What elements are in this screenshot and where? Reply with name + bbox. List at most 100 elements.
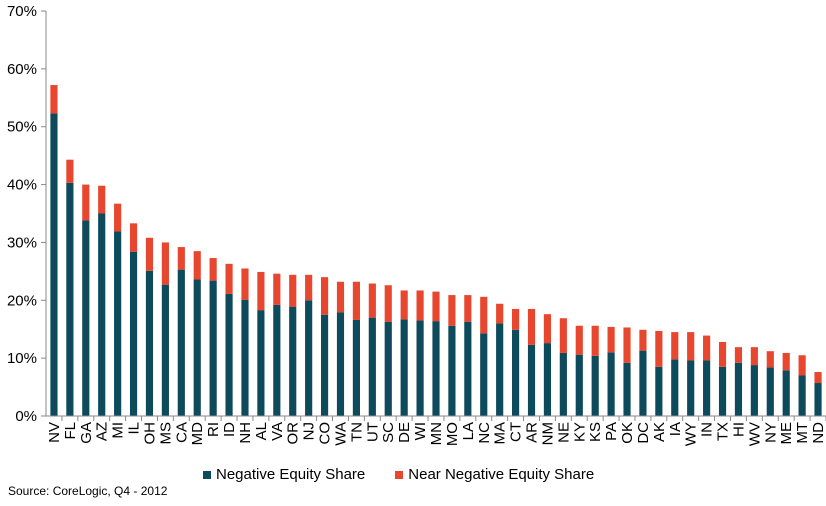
bar-near-negative-equity-hi	[734, 347, 743, 363]
x-tick-label-fl: FL	[62, 422, 79, 440]
bar-near-negative-equity-wy	[687, 332, 695, 361]
bar-negative-equity-wv	[750, 365, 758, 416]
x-tick-label-wy: WY	[683, 422, 700, 446]
bar-near-negative-equity-mo	[448, 295, 456, 326]
bar-negative-equity-tn	[352, 319, 360, 416]
bar-near-negative-equity-pa	[607, 326, 615, 353]
x-tick-label-mt: MT	[794, 422, 811, 444]
bar-near-negative-equity-ia	[671, 332, 679, 360]
bar-near-negative-equity-ct	[512, 308, 520, 330]
bar-near-negative-equity-oh	[145, 237, 154, 271]
bar-near-negative-equity-mt	[798, 355, 806, 376]
x-tick-label-wa: WA	[332, 422, 349, 446]
bar-negative-equity-dc	[639, 350, 647, 416]
x-tick-label-ma: MA	[492, 422, 509, 445]
bar-negative-equity-ct	[512, 329, 520, 416]
bar-near-negative-equity-ok	[623, 327, 631, 363]
bar-negative-equity-nj	[305, 300, 313, 416]
x-tick-label-nc: NC	[476, 422, 493, 444]
legend-label-near-negative-equity: Near Negative Equity Share	[408, 466, 595, 483]
bar-near-negative-equity-id	[225, 263, 233, 294]
x-tick-label-oh: OH	[141, 422, 158, 445]
x-tick-label-wi: WI	[412, 422, 429, 440]
bar-negative-equity-ga	[82, 220, 90, 416]
bar-near-negative-equity-ms	[161, 242, 169, 285]
bar-near-negative-equity-ky	[575, 325, 583, 355]
x-tick-label-ny: NY	[762, 422, 779, 443]
bar-negative-equity-id	[225, 293, 233, 416]
x-tick-label-de: DE	[396, 422, 413, 443]
legend-swatch-near-negative-equity	[395, 470, 404, 479]
x-tick-label-va: VA	[269, 422, 286, 441]
x-tick-label-ok: OK	[619, 422, 636, 444]
bar-negative-equity-al	[257, 310, 265, 416]
bar-near-negative-equity-in	[703, 335, 711, 361]
x-tick-label-ut: UT	[364, 422, 381, 442]
y-tick-label: 50%	[7, 119, 37, 136]
x-tick-label-or: OR	[285, 422, 302, 445]
bar-near-negative-equity-ny	[766, 351, 774, 368]
bar-near-negative-equity-de	[400, 290, 408, 320]
x-tick-label-in: IN	[699, 422, 716, 437]
x-tick-label-la: LA	[460, 422, 477, 440]
bar-negative-equity-ak	[655, 366, 663, 416]
x-axis: NVFLGAAZMIILOHMSCAMDRIIDNHALVAORNJCOWATN…	[46, 415, 826, 446]
x-tick-label-ia: IA	[667, 422, 684, 436]
bar-near-negative-equity-ak	[655, 330, 663, 367]
bar-near-negative-equity-ri	[209, 258, 217, 281]
bar-negative-equity-me	[782, 370, 790, 416]
x-tick-label-nv: NV	[46, 422, 63, 443]
x-tick-label-nm: NM	[539, 422, 556, 445]
bar-near-negative-equity-mi	[114, 203, 122, 232]
legend-item-negative-equity: Negative Equity Share	[203, 466, 365, 483]
x-tick-label-mo: MO	[444, 422, 461, 446]
x-tick-label-tn: TN	[348, 422, 365, 442]
bar-negative-equity-ar	[527, 344, 536, 416]
bar-negative-equity-hi	[734, 362, 743, 416]
x-tick-label-ct: CT	[508, 422, 525, 442]
bar-negative-equity-nh	[241, 299, 249, 416]
source-note: Source: CoreLogic, Q4 - 2012	[8, 484, 168, 498]
bar-negative-equity-va	[273, 304, 281, 416]
x-tick-label-me: ME	[778, 422, 795, 445]
bar-near-negative-equity-nd	[814, 372, 822, 384]
x-tick-label-nh: NH	[237, 422, 254, 444]
bar-near-negative-equity-tx	[718, 341, 727, 367]
bar-negative-equity-ut	[368, 317, 376, 416]
bar-negative-equity-ma	[496, 323, 504, 416]
bar-near-negative-equity-va	[273, 273, 281, 305]
bar-near-negative-equity-ar	[527, 308, 536, 345]
y-axis: 0% 10% 20% 30% 40% 50% 60% 70%	[7, 3, 47, 425]
bar-negative-equity-ky	[575, 354, 583, 416]
bar-negative-equity-mn	[432, 321, 440, 416]
bar-negative-equity-oh	[145, 270, 154, 416]
bar-negative-equity-fl	[66, 182, 74, 416]
y-tick-label: 10%	[7, 350, 37, 367]
bar-near-negative-equity-wa	[336, 281, 345, 313]
bar-near-negative-equity-ut	[368, 283, 376, 318]
bar-negative-equity-nd	[814, 383, 822, 416]
bar-near-negative-equity-dc	[639, 329, 647, 351]
bar-negative-equity-ok	[623, 362, 631, 416]
bar-near-negative-equity-tn	[352, 281, 360, 320]
bar-negative-equity-ri	[209, 280, 217, 416]
bar-negative-equity-ca	[177, 269, 185, 416]
bar-negative-equity-in	[703, 360, 711, 416]
x-tick-label-pa: PA	[603, 422, 620, 441]
bar-near-negative-equity-fl	[66, 159, 74, 183]
x-tick-label-al: AL	[253, 422, 270, 440]
bar-negative-equity-nm	[543, 343, 552, 416]
bar-near-negative-equity-md	[193, 251, 201, 280]
bar-negative-equity-tx	[718, 366, 727, 416]
x-tick-label-co: CO	[317, 422, 334, 445]
bar-negative-equity-az	[98, 213, 106, 416]
bar-negative-equity-nc	[480, 333, 488, 416]
x-tick-label-wv: WV	[746, 422, 763, 446]
x-tick-label-ri: RI	[205, 422, 222, 437]
bar-negative-equity-ne	[559, 352, 567, 416]
bar-near-negative-equity-al	[257, 271, 265, 311]
bar-negative-equity-md	[193, 279, 201, 416]
x-tick-label-mi: MI	[110, 422, 127, 439]
bar-near-negative-equity-sc	[384, 285, 392, 322]
